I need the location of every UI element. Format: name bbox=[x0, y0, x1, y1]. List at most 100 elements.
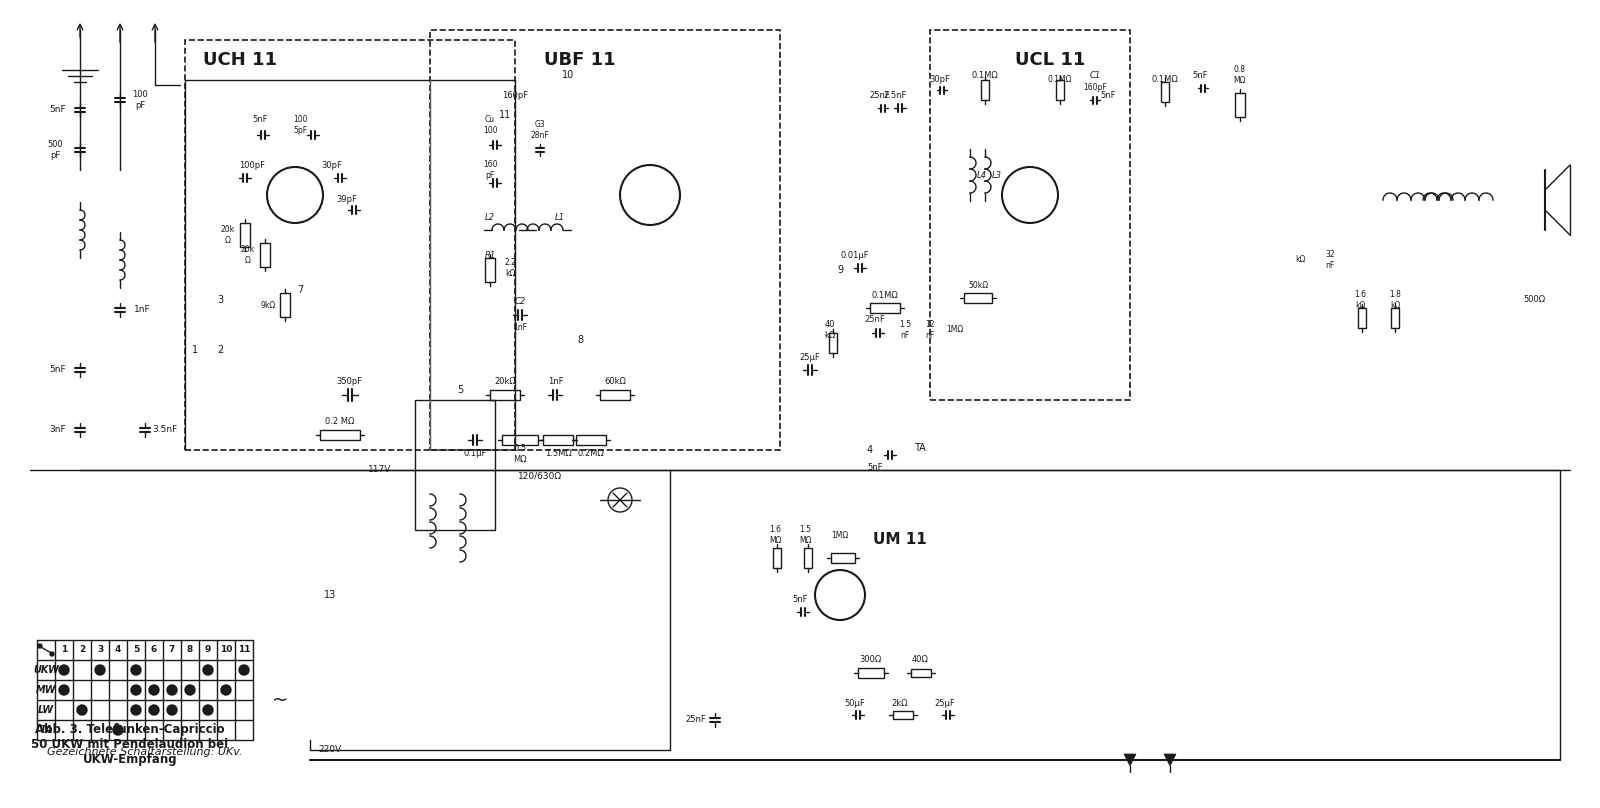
Polygon shape bbox=[1123, 754, 1136, 766]
Text: 50μF: 50μF bbox=[845, 698, 866, 708]
Bar bbox=[910, 669, 931, 677]
Text: 10: 10 bbox=[562, 70, 574, 80]
Text: 25μF: 25μF bbox=[934, 698, 955, 708]
Text: 2kΩ: 2kΩ bbox=[891, 698, 909, 708]
Bar bbox=[830, 553, 854, 563]
Circle shape bbox=[166, 705, 178, 715]
Circle shape bbox=[131, 665, 141, 675]
Circle shape bbox=[59, 665, 69, 675]
Text: L3: L3 bbox=[992, 170, 1002, 179]
Polygon shape bbox=[1165, 754, 1176, 766]
Circle shape bbox=[186, 685, 195, 695]
Bar bbox=[981, 80, 989, 100]
Text: 1nF: 1nF bbox=[549, 377, 563, 386]
Text: 5nF: 5nF bbox=[50, 106, 66, 115]
Bar bbox=[1390, 308, 1398, 328]
Text: 1nF: 1nF bbox=[134, 305, 150, 314]
Text: 0.1MΩ: 0.1MΩ bbox=[872, 291, 898, 300]
Text: 1.6
MΩ: 1.6 MΩ bbox=[768, 525, 781, 545]
Text: 3: 3 bbox=[98, 646, 102, 654]
Text: 50kΩ: 50kΩ bbox=[968, 280, 989, 289]
Text: Cu
100: Cu 100 bbox=[483, 116, 498, 135]
Text: 1.8
kΩ: 1.8 kΩ bbox=[1389, 290, 1402, 309]
Text: 9: 9 bbox=[837, 265, 843, 275]
Text: G3
28nF: G3 28nF bbox=[531, 120, 549, 140]
Bar bbox=[430, 30, 781, 450]
Text: 40Ω: 40Ω bbox=[912, 655, 928, 664]
Text: 350pF: 350pF bbox=[336, 377, 362, 386]
Text: 2: 2 bbox=[218, 345, 222, 355]
Text: 0.1MΩ: 0.1MΩ bbox=[1048, 75, 1072, 85]
Bar bbox=[490, 390, 520, 400]
Text: 7: 7 bbox=[170, 646, 174, 654]
Text: UCH 11: UCH 11 bbox=[203, 51, 277, 69]
Bar bbox=[773, 548, 781, 568]
Text: 39pF: 39pF bbox=[336, 196, 357, 204]
Text: 0.2MΩ: 0.2MΩ bbox=[578, 449, 605, 458]
Text: L2: L2 bbox=[485, 213, 494, 222]
Text: 11: 11 bbox=[238, 646, 250, 654]
Text: 0.8
MΩ: 0.8 MΩ bbox=[1234, 65, 1246, 85]
Text: 10: 10 bbox=[219, 646, 232, 654]
Circle shape bbox=[149, 685, 158, 695]
Text: 0.5
MΩ: 0.5 MΩ bbox=[514, 444, 526, 464]
Text: 5nF: 5nF bbox=[1192, 70, 1208, 79]
Text: 20k
Ω: 20k Ω bbox=[221, 225, 235, 245]
Text: TA: TA bbox=[40, 725, 53, 735]
Text: 11: 11 bbox=[499, 110, 510, 120]
Text: 5nF: 5nF bbox=[50, 365, 66, 374]
Text: 1.5MΩ: 1.5MΩ bbox=[544, 449, 571, 458]
Text: 7: 7 bbox=[298, 285, 302, 295]
Text: 100
pF: 100 pF bbox=[133, 90, 147, 110]
Text: 9kΩ: 9kΩ bbox=[261, 301, 275, 309]
Bar bbox=[1162, 82, 1170, 102]
Text: kΩ: kΩ bbox=[1294, 255, 1306, 264]
Bar bbox=[320, 430, 360, 440]
Circle shape bbox=[77, 705, 86, 715]
Text: 25μF: 25μF bbox=[800, 352, 821, 361]
Circle shape bbox=[114, 725, 123, 735]
Text: ~: ~ bbox=[272, 691, 288, 709]
Text: Abb. 3. Telefunken-Capriccio
50 UKW mit Pendelaudion bei
UKW-Empfang: Abb. 3. Telefunken-Capriccio 50 UKW mit … bbox=[32, 723, 229, 767]
Text: UM 11: UM 11 bbox=[874, 532, 926, 548]
Text: 5nF: 5nF bbox=[867, 464, 883, 473]
Bar bbox=[930, 30, 1130, 400]
Bar bbox=[502, 435, 538, 445]
Circle shape bbox=[203, 665, 213, 675]
Text: 0.2 MΩ: 0.2 MΩ bbox=[325, 418, 355, 427]
Circle shape bbox=[621, 165, 680, 225]
Circle shape bbox=[131, 685, 141, 695]
Text: R1: R1 bbox=[485, 250, 496, 259]
Text: 2.5nF: 2.5nF bbox=[883, 90, 907, 99]
Text: 3: 3 bbox=[218, 295, 222, 305]
Text: 25nF: 25nF bbox=[686, 716, 706, 725]
Circle shape bbox=[203, 705, 213, 715]
Text: 20k
Ω: 20k Ω bbox=[242, 246, 254, 265]
Bar bbox=[1056, 80, 1064, 100]
Text: 500
pF: 500 pF bbox=[46, 141, 62, 160]
Text: 1.5
MΩ: 1.5 MΩ bbox=[798, 525, 811, 545]
Text: 5nF: 5nF bbox=[1101, 90, 1115, 99]
Text: UBF 11: UBF 11 bbox=[544, 51, 616, 69]
Bar bbox=[542, 435, 573, 445]
Circle shape bbox=[149, 705, 158, 715]
Text: 20kΩ: 20kΩ bbox=[494, 377, 515, 386]
Bar bbox=[1235, 93, 1245, 117]
Text: 4: 4 bbox=[867, 445, 874, 455]
Text: 12
nF: 12 nF bbox=[925, 320, 934, 339]
Bar bbox=[870, 303, 899, 313]
Text: 8: 8 bbox=[187, 646, 194, 654]
Text: C2: C2 bbox=[514, 297, 526, 306]
Bar bbox=[829, 333, 837, 353]
Text: C1: C1 bbox=[1090, 70, 1101, 79]
Text: 13: 13 bbox=[323, 590, 336, 600]
Bar bbox=[240, 223, 250, 247]
Bar bbox=[186, 40, 515, 450]
Bar bbox=[414, 400, 494, 530]
Circle shape bbox=[166, 685, 178, 695]
Text: LW: LW bbox=[38, 705, 54, 715]
Bar bbox=[259, 243, 270, 267]
Text: 100
5pF: 100 5pF bbox=[293, 116, 307, 135]
Text: 8: 8 bbox=[578, 335, 582, 345]
Text: 0.01μF: 0.01μF bbox=[840, 250, 869, 259]
